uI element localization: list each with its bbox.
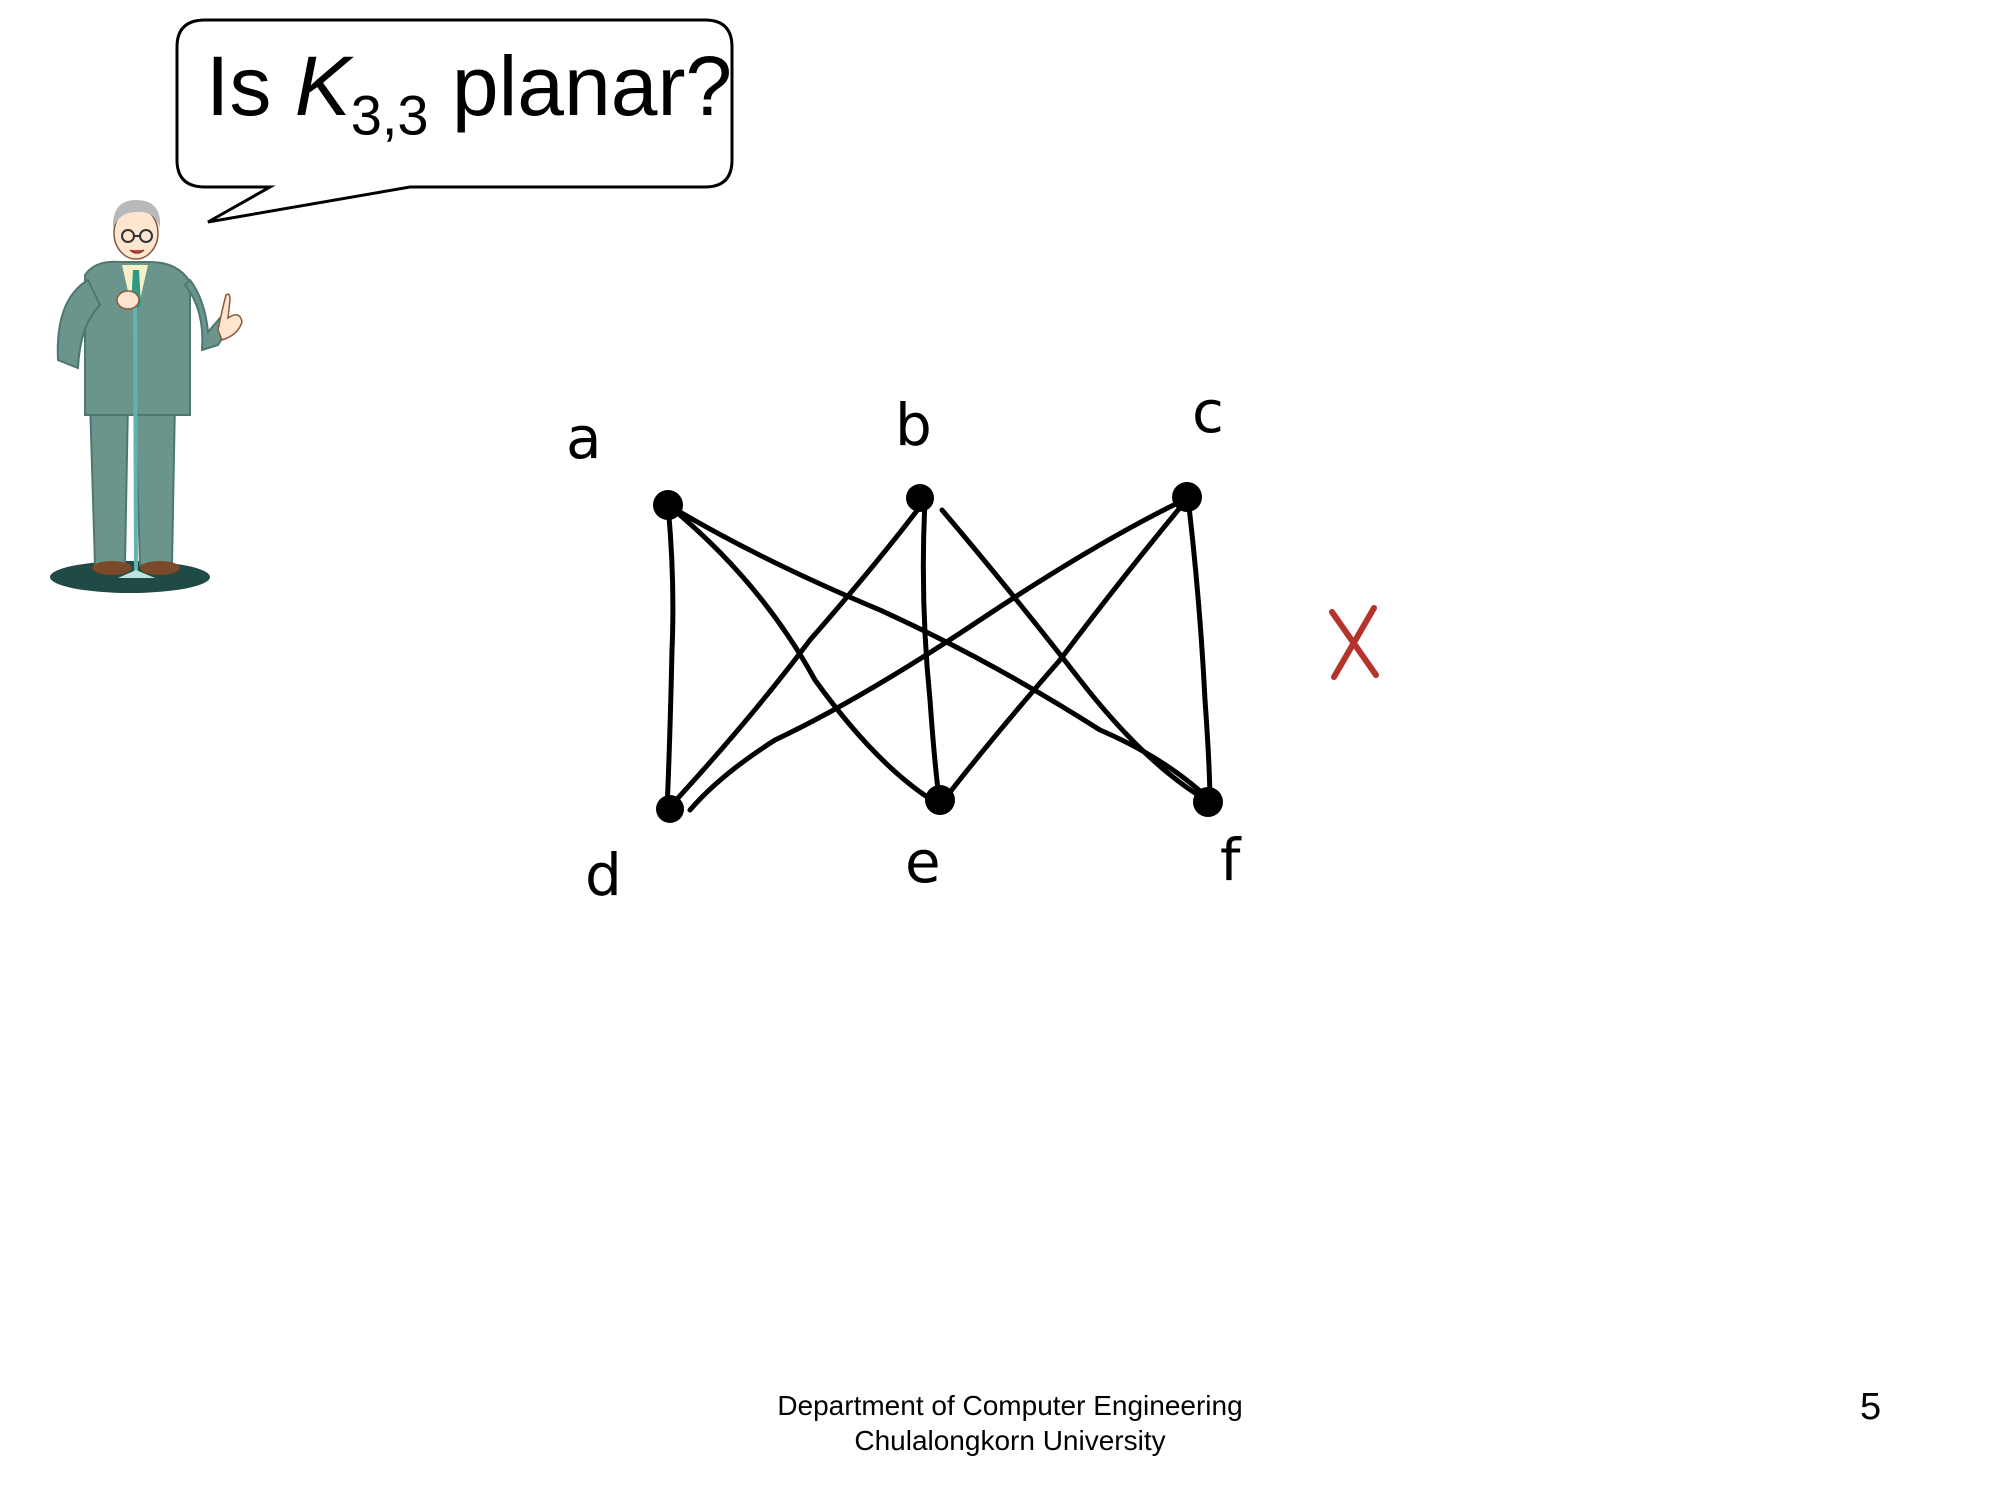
label-a: a	[566, 404, 602, 472]
label-b: b	[895, 391, 932, 459]
vertex-d	[656, 795, 684, 823]
footer-department: Department of Computer Engineering	[777, 1390, 1243, 1421]
question-suffix: planar?	[428, 39, 733, 133]
vertex-c	[1172, 482, 1202, 512]
edge-c-f	[1185, 495, 1213, 808]
speech-bubble-text: Is K3,3 planar?	[206, 44, 732, 143]
graph-symbol: K	[294, 39, 351, 133]
edge-b-d	[664, 497, 928, 813]
graph-edges	[664, 495, 1218, 813]
edge-a-e	[665, 502, 943, 808]
edge-a-f	[665, 502, 1218, 808]
label-d: d	[585, 841, 622, 909]
vertex-f	[1193, 787, 1223, 817]
edge-a-d	[664, 502, 676, 813]
footer-university: Chulalongkorn University	[854, 1425, 1166, 1456]
edge-c-d	[687, 495, 1191, 813]
footer: Department of Computer Engineering Chula…	[700, 1388, 1320, 1458]
question-prefix: Is	[206, 39, 295, 133]
page-number: 5	[1860, 1386, 1882, 1428]
graph-vertices	[653, 482, 1223, 823]
edge-b-f	[939, 507, 1218, 808]
label-e: e	[905, 828, 941, 896]
graph-subscript: 3,3	[350, 83, 429, 147]
edge-c-e	[937, 495, 1191, 808]
vertex-a	[653, 490, 683, 520]
edge-b-e	[920, 497, 943, 808]
speech-bubble	[175, 18, 734, 224]
vertex-e	[925, 785, 955, 815]
label-c: c	[1192, 378, 1224, 446]
not-planar-mark	[1329, 605, 1379, 680]
label-f: f	[1220, 826, 1242, 894]
presenter-illustration	[50, 200, 243, 593]
vertex-b	[906, 484, 934, 512]
